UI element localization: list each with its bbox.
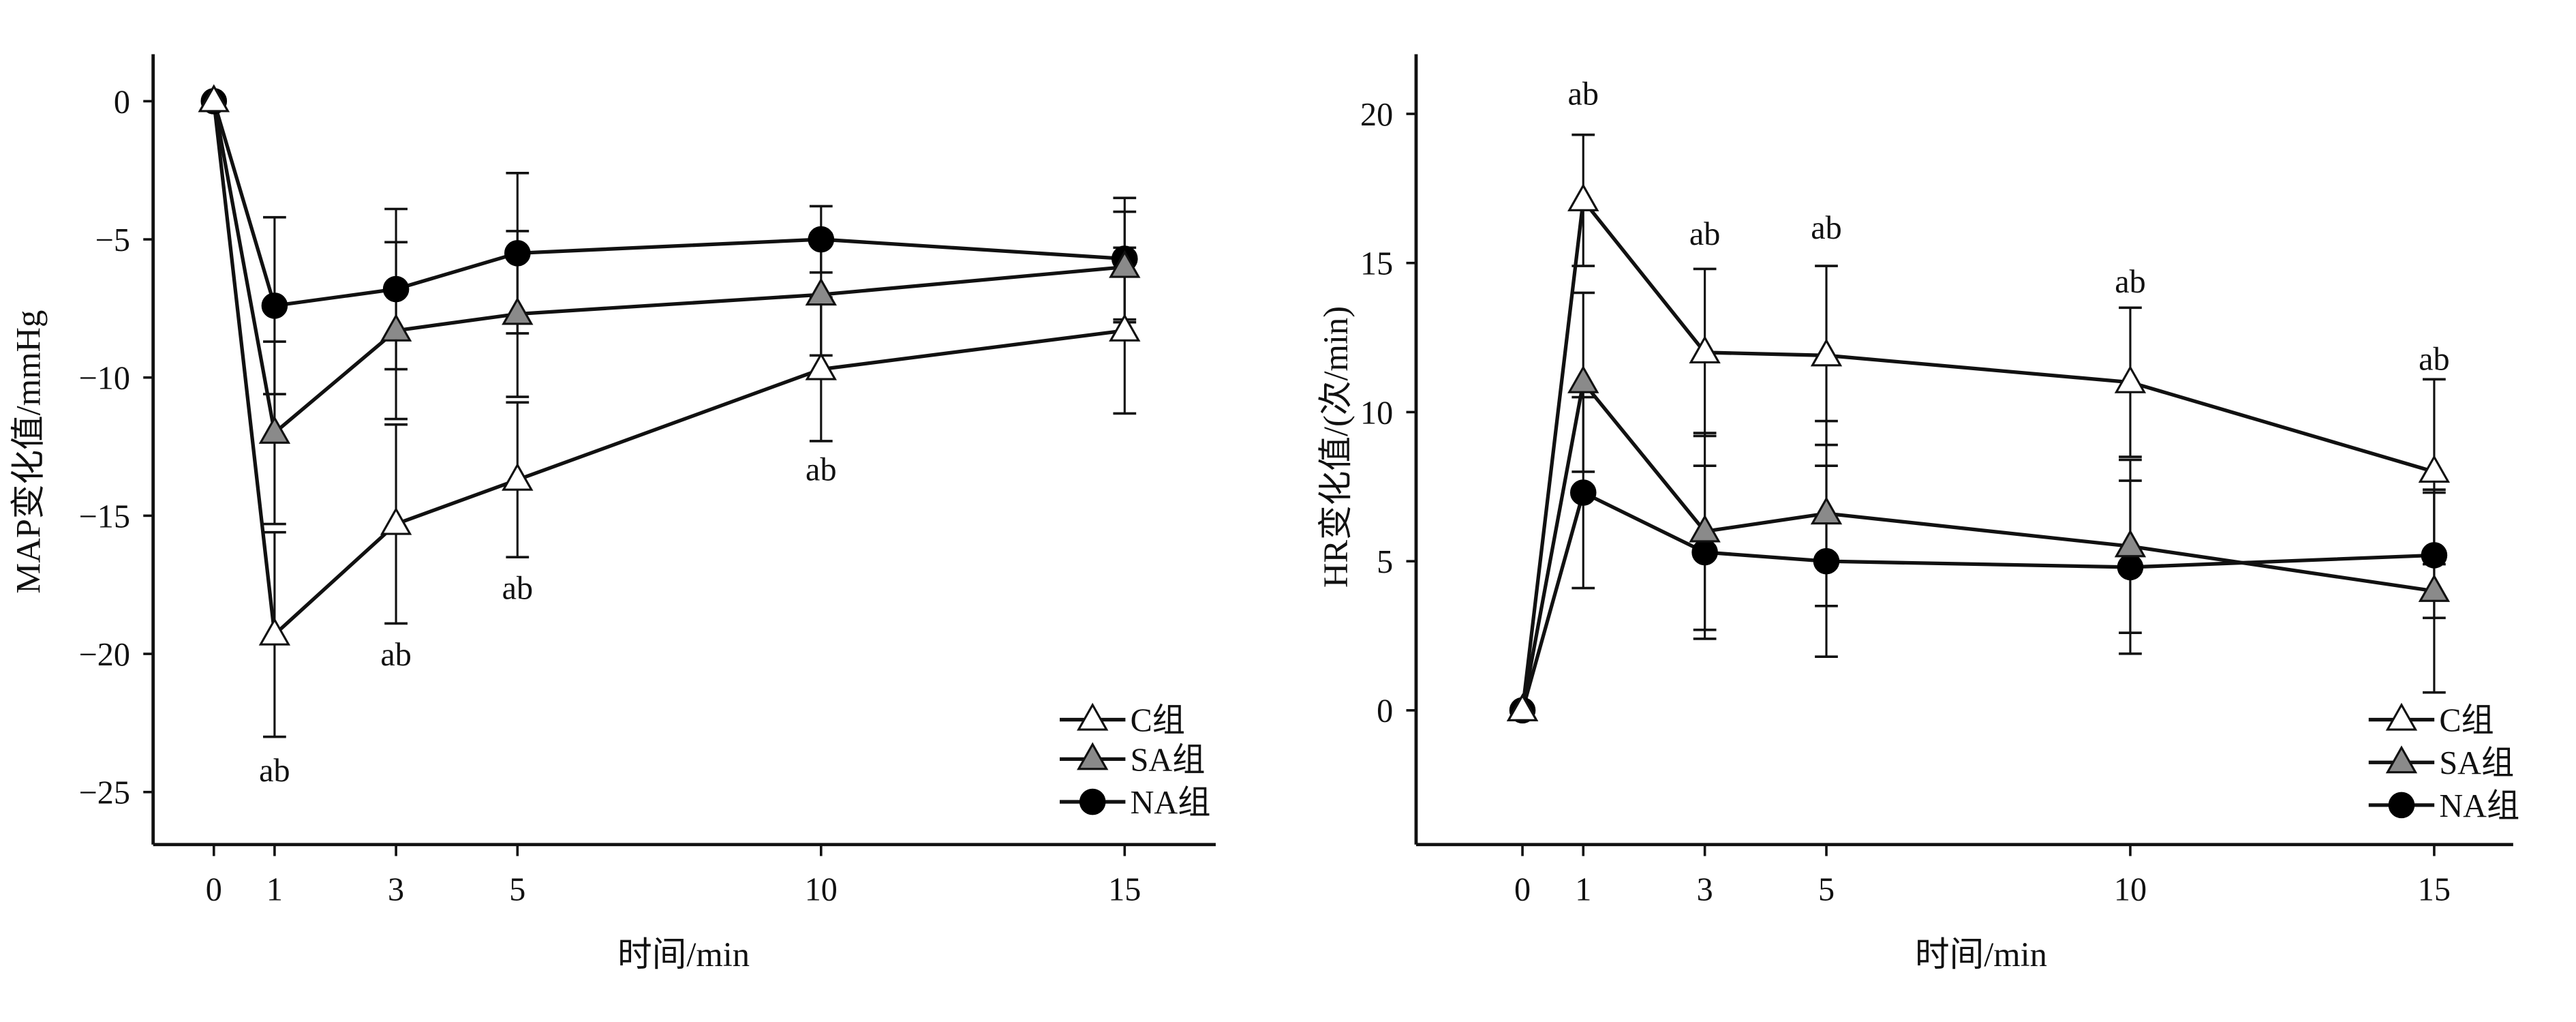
hr-point-series-2 (1813, 547, 1840, 575)
hr-point-series-0 (1689, 335, 1721, 363)
map-point-series-0 (1109, 313, 1141, 342)
hr-point-series-2 (2117, 554, 2144, 581)
hr-legend-label: C组 (2439, 702, 2494, 738)
hr-point-series-1 (2114, 529, 2147, 558)
hr-point-series-0 (1810, 338, 1843, 367)
map-legend-label: SA组 (1131, 742, 1206, 778)
hr-y-axis-label: HR变化值/(次/min) (1317, 306, 1355, 588)
map-legend-label: C组 (1131, 702, 1185, 738)
map-point-series-2 (808, 226, 835, 253)
hr-x-tick-label: 10 (2114, 872, 2147, 908)
map-point-series-0 (258, 617, 291, 646)
map-annotation: ab (502, 571, 533, 607)
hr-chart: HR变化值/(次/min) 时间/min 20 15 10 5 0 0 1 3 5 10 15 ab a… (1317, 54, 2519, 974)
hr-y-tick-label: 5 (1377, 544, 1393, 580)
hr-point-series-0 (2418, 455, 2451, 483)
map-point-series-1 (502, 297, 534, 325)
hr-point-series-1 (2418, 574, 2451, 602)
map-point-series-2 (504, 240, 531, 267)
map-annotation: ab (259, 753, 290, 789)
hr-legend-label: NA组 (2439, 788, 2519, 824)
map-legend-marker (1079, 788, 1106, 815)
map-point-series-0 (198, 84, 230, 112)
map-x-tick-label: 3 (388, 872, 404, 908)
map-x-tick-label: 0 (206, 872, 222, 908)
hr-point-series-2 (2421, 542, 2448, 569)
hr-point-series-2 (1569, 479, 1597, 506)
map-x-axis-label: 时间/min (617, 935, 750, 974)
hr-point-series-1 (1567, 365, 1599, 393)
map-y-tick-label: −15 (79, 498, 130, 535)
hr-annotation: ab (2115, 264, 2145, 300)
hr-point-series-1 (1810, 496, 1843, 525)
map-annotation: ab (380, 637, 411, 673)
map-x-tick-label: 5 (509, 872, 525, 908)
hr-y-tick-label: 15 (1360, 246, 1393, 282)
map-point-series-0 (380, 507, 412, 535)
hr-y-tick-label: 0 (1377, 693, 1393, 730)
map-x-tick-label: 15 (1108, 872, 1141, 908)
map-series-line-2 (212, 100, 1125, 308)
hr-legend-label: SA组 (2439, 745, 2514, 781)
hr-x-tick-label: 1 (1575, 872, 1591, 908)
map-legend-marker (1077, 742, 1109, 770)
hr-x-tick-label: 3 (1697, 872, 1713, 908)
map-y-tick-label: −10 (79, 361, 130, 397)
hr-series-line-2 (1520, 490, 2434, 711)
map-x-tick-label: 1 (266, 872, 283, 908)
map-point-series-2 (382, 275, 410, 303)
map-y-tick-label: −5 (95, 222, 130, 258)
hr-legend-marker (2385, 745, 2418, 774)
map-annotation: ab (806, 451, 836, 487)
map-legend-label: NA组 (1131, 785, 1211, 821)
map-point-series-1 (1109, 250, 1141, 278)
map-y-tick-label: −20 (79, 637, 130, 673)
hr-legend-marker (2388, 792, 2415, 819)
hr-x-tick-label: 5 (1818, 872, 1835, 908)
map-y-tick-label: −25 (79, 775, 130, 811)
hr-y-tick-label: 10 (1360, 395, 1393, 431)
map-point-series-2 (261, 292, 288, 319)
map-point-series-0 (805, 352, 837, 380)
hr-annotation: ab (1568, 76, 1599, 112)
map-y-axis-label: MAP变化值/mmHg (9, 310, 47, 594)
hr-annotation: ab (2419, 342, 2449, 378)
hr-point-series-0 (2114, 365, 2147, 393)
hr-annotation: ab (1811, 210, 1841, 246)
map-x-tick-label: 10 (805, 872, 838, 908)
hr-series-line-0 (1520, 196, 2435, 711)
map-legend-marker (1077, 702, 1109, 731)
hr-legend-marker (2385, 702, 2418, 731)
hr-annotation: ab (1689, 216, 1720, 252)
map-series-line-0 (212, 101, 1125, 639)
map-chart: MAP变化值/mmHg 时间/min 0 −5 −10 −15 −20 −25 0 1 3 5 10… (9, 54, 1216, 974)
map-point-series-1 (805, 277, 837, 306)
hr-point-series-2 (1691, 539, 1718, 566)
hr-x-axis-label: 时间/min (1915, 935, 2047, 974)
hr-point-series-0 (1567, 183, 1599, 211)
hr-y-tick-label: 20 (1360, 97, 1393, 133)
map-point-series-0 (502, 462, 534, 491)
map-y-tick-label: 0 (114, 84, 130, 120)
hr-point-series-1 (1689, 514, 1721, 543)
map-series-line-1 (212, 100, 1125, 436)
hr-series-line-1 (1520, 378, 2435, 711)
hr-x-tick-label: 15 (2418, 872, 2451, 908)
map-point-series-1 (258, 415, 291, 444)
hr-x-tick-label: 0 (1514, 872, 1531, 908)
map-point-series-1 (380, 313, 412, 342)
hr-point-series-0 (1506, 693, 1539, 721)
